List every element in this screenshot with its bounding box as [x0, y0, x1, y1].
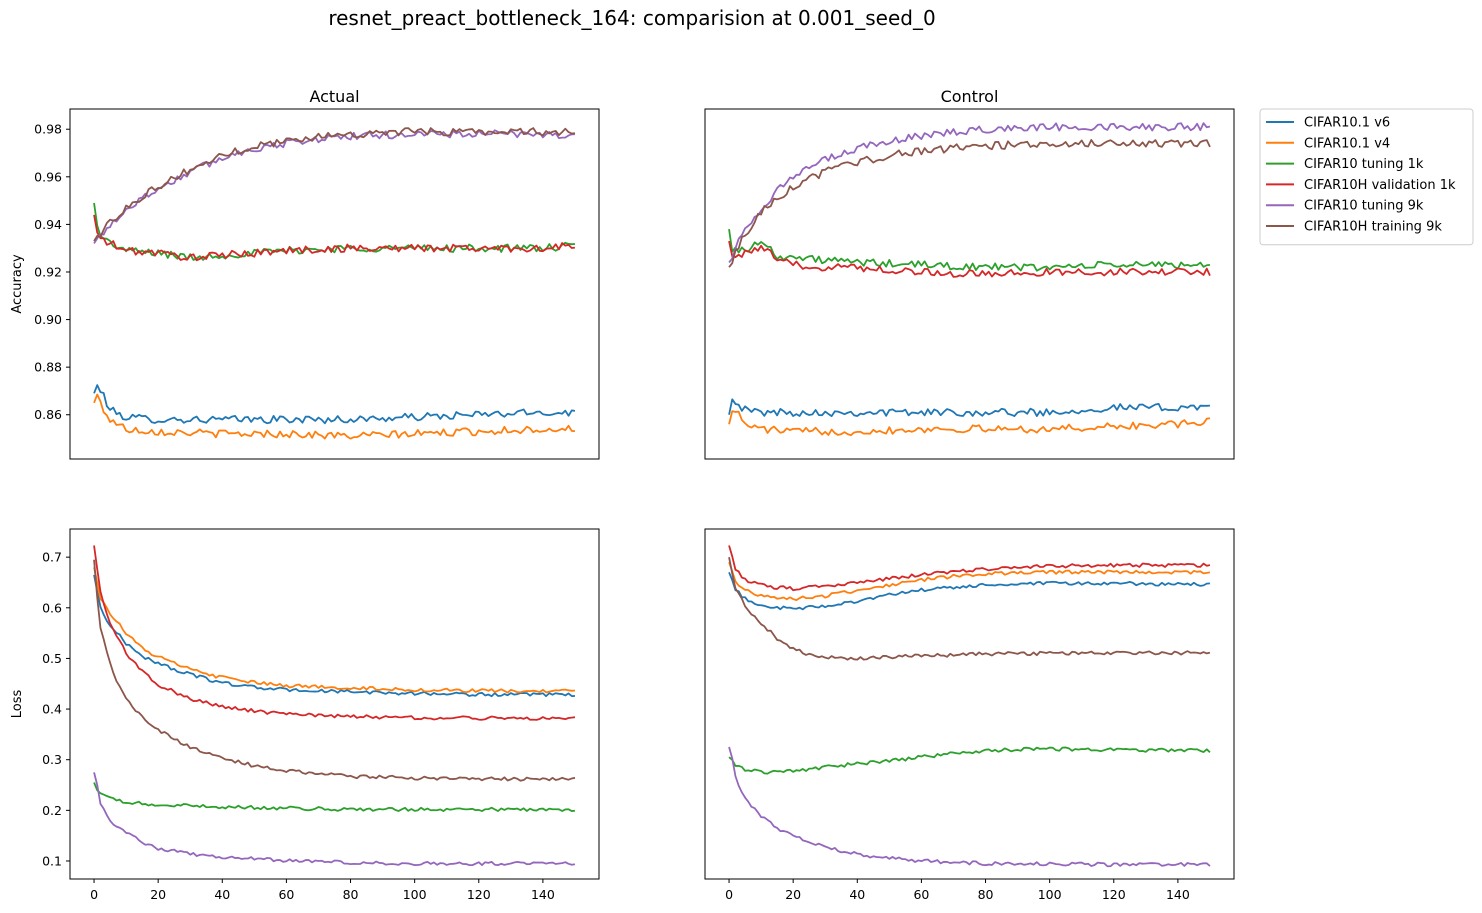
series-line-cifar10-1-v6	[728, 398, 1211, 418]
x-tick-label: 100	[1038, 887, 1062, 902]
x-tick-label: 80	[343, 887, 359, 902]
y-tick-label: 0.94	[34, 217, 62, 232]
series-line-cifar10-1-v6	[93, 384, 576, 425]
y-tick-label: 0.96	[34, 169, 62, 184]
series-line-cifar10h-validation-1k	[93, 214, 576, 262]
series-line-cifar10-1-v4	[93, 393, 576, 440]
x-tick-label: 20	[150, 887, 166, 902]
series-line-cifar10-tuning-1k	[93, 782, 576, 812]
subplot-accuracy-control: Control	[704, 87, 1235, 460]
legend-box	[1259, 108, 1474, 246]
subplot-title: Control	[941, 87, 999, 106]
subplot-accuracy-actual: 0.86 0.88 0.90 0.92 0.94 0.96 0.98 Actual Accura…	[10, 87, 600, 460]
x-tick-label: 20	[785, 887, 801, 902]
subplot-loss-actual: 0.1 0.2 0.3 0.4 0.5 0.6 0.7 0 20 40 60 80 100 120 140 L…	[10, 528, 600, 902]
x-tick-label: 0	[725, 887, 733, 902]
y-tick-label: 0.92	[34, 264, 62, 279]
legend: CIFAR10.1 v6 CIFAR10.1 v4 CIFAR10 tuning 1…	[1259, 108, 1474, 246]
axes-frame	[69, 108, 600, 460]
series-line-cifar10-tuning-9k	[93, 772, 576, 867]
y-axis-label: Loss	[10, 690, 25, 719]
legend-label: CIFAR10H training 9k	[1304, 220, 1442, 235]
y-tick-label: 0.1	[42, 853, 62, 868]
legend-label: CIFAR10.1 v4	[1304, 136, 1390, 151]
legend-label: CIFAR10 tuning 9k	[1304, 199, 1424, 214]
x-tick-label: 60	[913, 887, 929, 902]
y-tick-label: 0.2	[42, 803, 62, 818]
y-tick-label: 0.90	[34, 312, 62, 327]
series-line-cifar10-1-v6	[93, 574, 576, 698]
legend-label: CIFAR10H validation 1k	[1304, 178, 1456, 193]
series-line-cifar10-tuning-1k	[93, 202, 576, 261]
series-line-cifar10h-validation-1k	[93, 545, 576, 721]
series-line-cifar10h-validation-1k	[728, 240, 1211, 278]
x-tick-label: 120	[467, 887, 491, 902]
series-line-cifar10h-training-9k	[728, 556, 1211, 661]
y-tick-label: 0.5	[42, 651, 62, 666]
legend-label: CIFAR10.1 v6	[1304, 116, 1390, 131]
series-line-cifar10h-validation-1k	[728, 545, 1211, 592]
axes-frame	[704, 528, 1235, 880]
plot-area	[93, 545, 576, 867]
x-tick-label: 40	[214, 887, 230, 902]
y-tick-label: 0.98	[34, 122, 62, 137]
y-tick-label: 0.88	[34, 360, 62, 375]
x-tick-label: 140	[1166, 887, 1190, 902]
series-line-cifar10h-training-9k	[93, 559, 576, 782]
x-tick-label: 60	[278, 887, 294, 902]
series-line-cifar10-tuning-9k	[728, 746, 1211, 868]
plot-area	[93, 127, 576, 440]
y-axis-label: Accuracy	[10, 254, 25, 314]
y-tick-label: 0.7	[42, 550, 62, 565]
plot-area	[728, 122, 1211, 437]
legend-label: CIFAR10 tuning 1k	[1304, 157, 1424, 172]
x-tick-label: 0	[90, 887, 98, 902]
series-line-cifar10-1-v4	[93, 567, 576, 694]
series-line-cifar10-tuning-1k	[728, 229, 1211, 272]
y-tick-label: 0.6	[42, 600, 62, 615]
x-tick-label: 40	[849, 887, 865, 902]
axes-frame	[69, 528, 600, 880]
series-line-cifar10-1-v4	[728, 410, 1211, 437]
figure-suptitle: resnet_preact_bottleneck_164: comparisio…	[328, 6, 935, 30]
x-tick-label: 140	[531, 887, 555, 902]
subplot-loss-control: 0 20 40 60 80 100 120 140	[704, 528, 1235, 902]
series-line-cifar10-tuning-9k	[728, 122, 1211, 264]
y-tick-label: 0.3	[42, 752, 62, 767]
x-tick-label: 100	[403, 887, 427, 902]
x-tick-label: 80	[978, 887, 994, 902]
series-line-cifar10-tuning-1k	[728, 746, 1211, 775]
y-tick-label: 0.86	[34, 407, 62, 422]
subplot-title: Actual	[309, 87, 359, 106]
series-line-cifar10h-training-9k	[728, 139, 1211, 268]
series-line-cifar10-1-v4	[728, 561, 1211, 602]
y-tick-label: 0.4	[42, 702, 62, 717]
series-line-cifar10-1-v6	[728, 571, 1211, 611]
axes-frame	[704, 108, 1235, 460]
plot-area	[728, 545, 1211, 868]
series-line-cifar10h-training-9k	[93, 127, 576, 242]
x-tick-label: 120	[1102, 887, 1126, 902]
